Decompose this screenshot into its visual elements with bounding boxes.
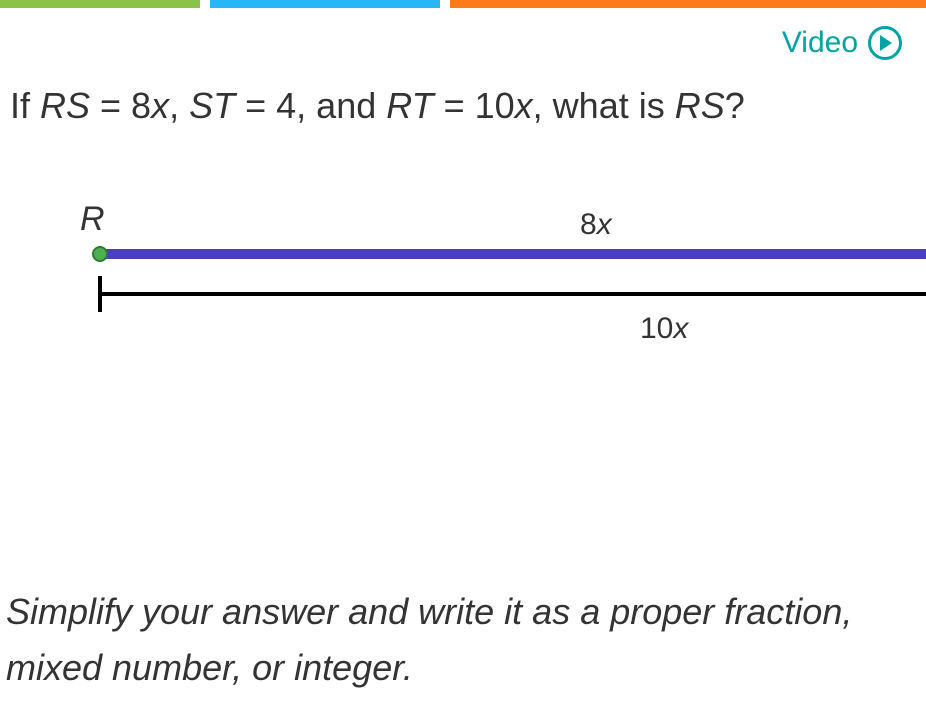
segment-rs-bar (100, 249, 926, 259)
play-icon (868, 26, 902, 60)
label-8x: 8x (580, 208, 612, 242)
label-10x: 10x (640, 312, 688, 346)
video-link[interactable]: Video (0, 8, 926, 60)
topbar-segment (0, 0, 200, 8)
video-label: Video (782, 26, 858, 60)
top-color-bar (0, 0, 926, 8)
question-text: If RS = 8x, ST = 4, and RT = 10x, what i… (0, 60, 926, 132)
topbar-segment (200, 0, 210, 8)
topbar-segment (210, 0, 440, 8)
point-r-dot (92, 246, 108, 262)
ruler-line (98, 292, 926, 296)
instruction-text: Simplify your answer and write it as a p… (6, 584, 916, 696)
segment-diagram: R 8x 10x (0, 192, 926, 372)
point-r-label: R (80, 200, 105, 239)
topbar-segment (450, 0, 926, 8)
topbar-segment (440, 0, 450, 8)
